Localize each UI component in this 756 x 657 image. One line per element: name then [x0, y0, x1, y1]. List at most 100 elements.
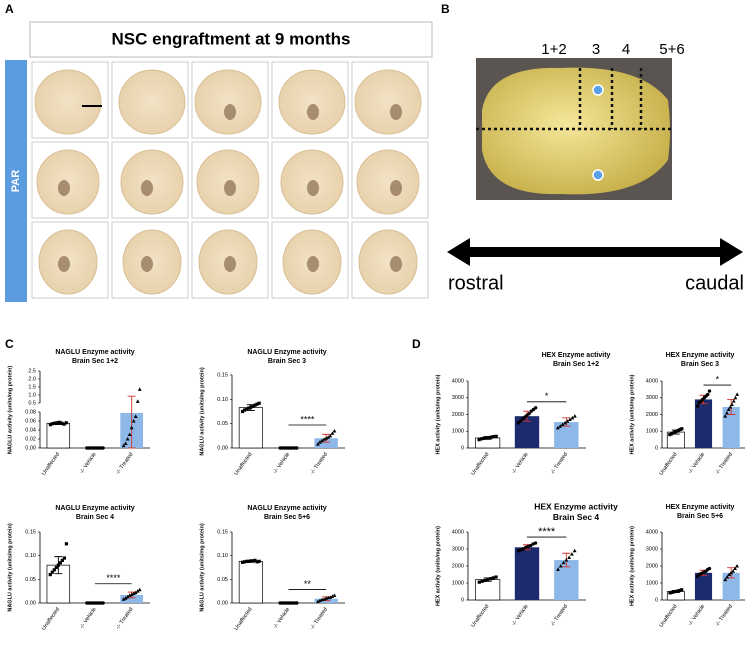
data-point: [727, 572, 732, 576]
data-point: [318, 440, 322, 444]
bar: [314, 438, 338, 448]
direction-arrow: [447, 238, 743, 266]
data-point: [494, 434, 498, 438]
data-point: [533, 406, 538, 410]
data-point: [56, 563, 60, 567]
section-label: 3: [592, 41, 600, 58]
data-point: [60, 421, 64, 425]
panel-label: B: [441, 2, 450, 16]
stain: [58, 180, 70, 196]
y-tick-label: 0.15: [217, 529, 228, 535]
data-point: [482, 436, 486, 440]
data-point: [133, 590, 138, 595]
x-tick-label: -/- Treated: [550, 452, 569, 476]
data-point: [729, 570, 734, 575]
chart-title: HEX Enzyme activity: [666, 504, 735, 511]
y-tick-label: 1000: [452, 580, 464, 586]
data-point: [733, 566, 737, 571]
data-point: [558, 424, 563, 428]
data-point: [486, 578, 490, 582]
brain-photo: [482, 67, 670, 195]
chart-title: Brain Sec 3: [268, 358, 306, 365]
data-point: [556, 567, 560, 571]
data-point: [494, 575, 498, 579]
data-point: [101, 601, 105, 605]
bar: [514, 547, 540, 600]
chart-title: NAGLU Enzyme activity: [247, 349, 326, 356]
bar: [46, 422, 71, 449]
stain: [390, 180, 402, 196]
y-tick-label: 0.5: [28, 400, 36, 406]
stain: [58, 256, 70, 272]
x-tick-label: -/- Vehicle: [687, 604, 706, 627]
data-point: [731, 399, 736, 403]
y-tick-label: 3000: [452, 546, 464, 552]
data-point: [678, 588, 682, 593]
chart-title: Brain Sec 5+6: [264, 514, 310, 521]
data-point: [245, 407, 249, 411]
data-point: [127, 432, 132, 436]
section-label: 4: [622, 41, 630, 58]
data-point: [53, 421, 57, 425]
y-tick-label: 0.00: [25, 600, 36, 606]
data-point: [257, 559, 261, 563]
y-axis-label: NAGLU activity (units/mg protein): [7, 523, 13, 611]
data-point: [528, 543, 533, 548]
brain-slice: [36, 149, 100, 215]
data-point: [48, 573, 52, 577]
data-point: [555, 425, 560, 430]
y-tick-label: 0.05: [217, 577, 228, 583]
chart-title: NAGLU Enzyme activity: [55, 505, 134, 512]
data-point: [247, 559, 251, 563]
section-label: 1+2: [541, 41, 566, 58]
data-point: [330, 594, 335, 598]
bar: [694, 399, 713, 448]
side-label: PAR: [10, 170, 22, 192]
data-point: [52, 568, 56, 572]
x-tick-label: -/- Vehicle: [511, 604, 530, 627]
stain: [307, 104, 319, 120]
direction-label: rostral: [448, 272, 504, 294]
data-point: [489, 435, 493, 439]
data-point: [668, 433, 672, 437]
stain: [390, 104, 402, 120]
x-tick-label: Unaffected: [41, 452, 61, 477]
chart-title: Brain Sec 3: [681, 361, 719, 368]
stain: [390, 256, 402, 272]
chart-title: HEX Enzyme activity: [534, 501, 618, 511]
data-point: [731, 569, 736, 573]
x-tick-label: Unaffected: [470, 452, 490, 477]
data-point: [484, 436, 489, 440]
chart-title: Brain Sec 1+2: [72, 358, 118, 365]
data-point: [561, 560, 566, 565]
y-tick-label: 2.5: [28, 368, 36, 374]
y-tick-label: 0.10: [217, 397, 228, 403]
data-point: [54, 565, 58, 570]
y-tick-label: 0: [655, 445, 658, 451]
data-point: [247, 406, 251, 410]
data-point: [328, 595, 333, 599]
data-point: [483, 578, 487, 583]
data-point: [680, 427, 684, 431]
y-tick-label: 0.05: [25, 577, 36, 583]
data-point: [521, 547, 526, 551]
data-point: [135, 589, 140, 593]
data-point: [318, 598, 322, 603]
x-tick-label: -/- Vehicle: [687, 452, 706, 475]
y-tick-label: 4000: [452, 378, 464, 384]
bar: [238, 407, 263, 449]
title-box: [29, 21, 433, 58]
y-tick-label: 0.02: [25, 436, 36, 442]
y-tick-label: 0.06: [25, 418, 36, 424]
chart-title: Brain Sec 4: [76, 514, 114, 521]
y-axis-label: HEX activity (units/mg protein): [435, 374, 441, 454]
brain-slice: [356, 149, 420, 215]
chart-title: NAGLU Enzyme activity: [247, 505, 326, 512]
bar: [694, 572, 713, 600]
stain: [224, 256, 236, 272]
data-point: [121, 443, 126, 448]
panel-label: D: [412, 337, 421, 351]
data-point: [50, 570, 54, 574]
data-point: [62, 422, 66, 426]
error-bar: [127, 395, 136, 449]
